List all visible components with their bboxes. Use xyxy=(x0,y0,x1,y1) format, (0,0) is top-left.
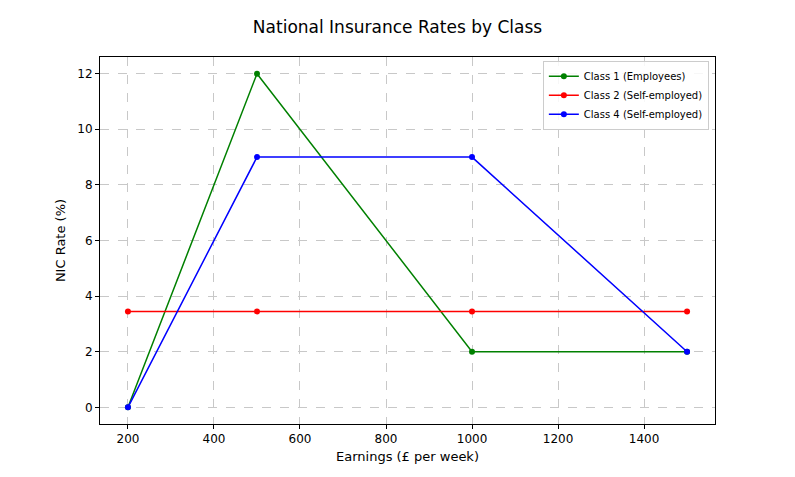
svg-text:Class 2 (Self-employed): Class 2 (Self-employed) xyxy=(584,90,702,101)
svg-text:2: 2 xyxy=(85,345,93,359)
svg-text:0: 0 xyxy=(85,401,93,415)
svg-text:6: 6 xyxy=(85,234,93,248)
svg-text:400: 400 xyxy=(203,432,226,446)
svg-text:200: 200 xyxy=(116,432,139,446)
svg-text:National Insurance Rates by Cl: National Insurance Rates by Class xyxy=(253,17,542,37)
svg-text:4: 4 xyxy=(85,289,93,303)
svg-text:8: 8 xyxy=(85,178,93,192)
svg-text:Earnings (£ per week): Earnings (£ per week) xyxy=(336,449,479,464)
svg-text:1400: 1400 xyxy=(629,432,660,446)
svg-text:1000: 1000 xyxy=(457,432,488,446)
svg-text:1200: 1200 xyxy=(543,432,574,446)
svg-text:NIC Rate (%): NIC Rate (%) xyxy=(53,199,68,282)
svg-text:12: 12 xyxy=(77,67,92,81)
svg-text:Class 1 (Employees): Class 1 (Employees) xyxy=(584,71,686,82)
svg-text:600: 600 xyxy=(289,432,312,446)
svg-text:10: 10 xyxy=(77,122,92,136)
svg-text:Class 4 (Self-employed): Class 4 (Self-employed) xyxy=(584,109,702,120)
svg-text:800: 800 xyxy=(375,432,398,446)
